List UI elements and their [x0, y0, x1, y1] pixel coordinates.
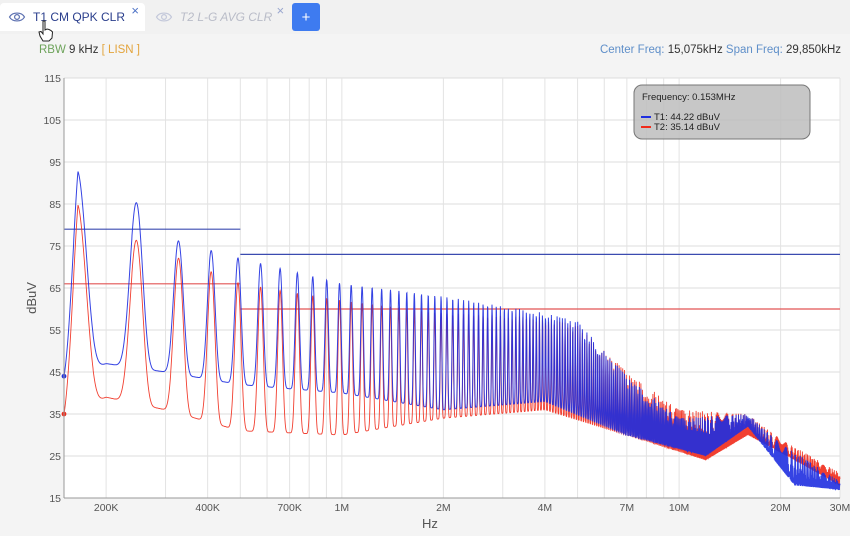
hand-cursor-icon [38, 20, 54, 42]
series-layer [61, 171, 841, 491]
rbw-value: 9 kHz [69, 44, 99, 56]
tab-t1[interactable]: T1 CM QPK CLR × [0, 3, 145, 31]
tab-t2-label: T2 L-G AVG CLR [180, 10, 273, 24]
lisn-label: [ LISN ] [101, 44, 141, 56]
y-tick-label: 95 [49, 157, 61, 169]
x-tick-label: 200K [94, 502, 119, 514]
y-tick-label: 115 [44, 73, 61, 85]
rbw-info: RBW 9 kHz [ LISN ] [39, 44, 140, 56]
x-tick-label: 1M [335, 502, 350, 514]
tooltip-t2-value: T2: 35.14 dBuV [654, 122, 721, 133]
rbw-key: RBW [39, 44, 66, 56]
eye-icon[interactable] [8, 8, 26, 26]
tooltip-t1-value: T1: 44.22 dBuV [654, 112, 721, 123]
eye-icon[interactable] [155, 8, 173, 26]
spectrum-chart[interactable]: 15 25 35 45 55 65 75 85 95 105 115 200K 400K 700K 1M 2M… [0, 60, 850, 536]
axes: 15 25 35 45 55 65 75 85 95 105 115 200K 400K 700K 1M 2M… [43, 73, 850, 514]
x-tick-label: 700K [277, 502, 302, 514]
tooltip-box [633, 84, 811, 140]
y-tick-label: 85 [49, 199, 61, 211]
y-tick-label: 35 [49, 409, 61, 421]
center-freq-value: 15,075kHz [667, 44, 723, 56]
y-tick-label: 55 [49, 325, 61, 337]
tooltip: Frequency: 0.153MHz T1: 44.22 dBuV T2: 3… [633, 84, 811, 140]
y-tick-label: 25 [49, 451, 61, 463]
x-tick-label: 4M [538, 502, 553, 514]
series-line-t1 [63, 171, 841, 491]
tab-t1-label: T1 CM QPK CLR [33, 10, 126, 24]
tab-t2-close-icon[interactable]: × [276, 3, 284, 18]
tab-t1-close-icon[interactable]: × [131, 3, 139, 18]
y-axis-label: dBuV [24, 282, 39, 314]
y-tick-label: 105 [43, 115, 61, 127]
span-freq-value: 29,850kHz [786, 44, 841, 56]
x-tick-label: 20M [770, 502, 790, 514]
tab-bar: T1 CM QPK CLR × T2 L-G AVG CLR × + [0, 0, 850, 34]
tab-t2[interactable]: T2 L-G AVG CLR × [147, 3, 290, 31]
add-tab-button[interactable]: + [292, 3, 320, 31]
span-freq-key: Span Freq: [725, 44, 783, 56]
x-tick-label: 10M [669, 502, 689, 514]
y-tick-label: 65 [49, 283, 61, 295]
y-tick-label: 15 [49, 493, 61, 505]
y-tick-label: 75 [49, 241, 61, 253]
x-tick-label: 400K [195, 502, 220, 514]
x-tick-label: 2M [436, 502, 451, 514]
x-tick-label: 7M [620, 502, 635, 514]
center-freq-key: Center Freq: [599, 44, 665, 56]
info-bar: RBW 9 kHz [ LISN ] Center Freq: 15,075kH… [0, 40, 850, 60]
tooltip-title: Frequency: 0.153MHz [642, 92, 736, 103]
y-tick-label: 45 [49, 367, 61, 379]
frequency-info: Center Freq: 15,075kHz Span Freq: 29,850… [600, 44, 841, 56]
x-tick-label: 30M [830, 502, 850, 514]
x-axis-label: Hz [422, 516, 438, 531]
